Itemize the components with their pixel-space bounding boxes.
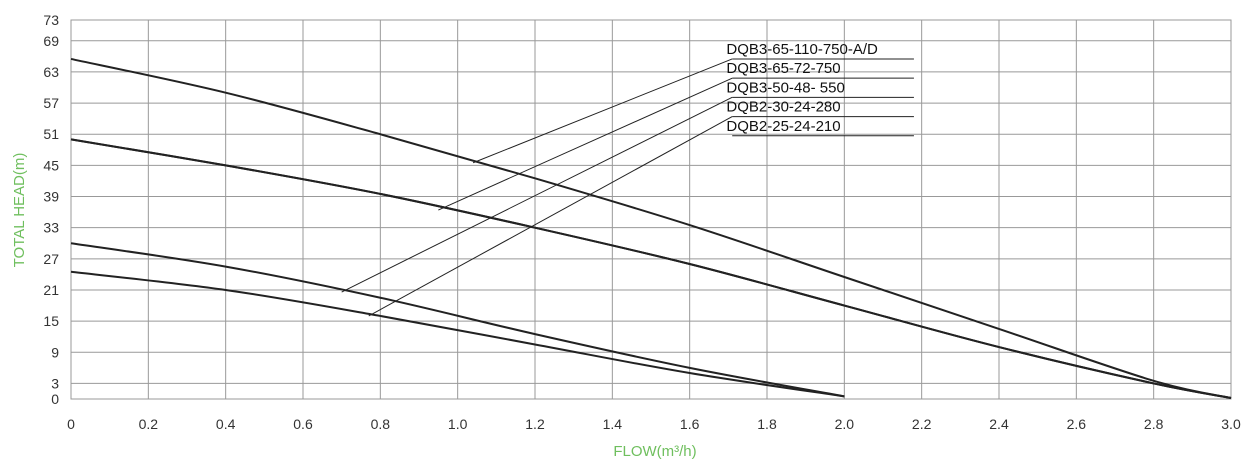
legend-label: DQB3-65-72-750 <box>726 60 840 77</box>
y-tick-label: 3 <box>51 375 59 391</box>
x-tick-label: 1.6 <box>680 416 700 432</box>
plot-frame <box>70 19 1232 400</box>
legend-leader-line <box>341 96 733 293</box>
y-tick-label: 33 <box>43 220 59 236</box>
x-axis-title: FLOW(m³/h) <box>613 443 696 460</box>
series-line <box>70 270 845 398</box>
y-axis-title: TOTAL HEAD(m) <box>11 153 28 268</box>
x-tick-label: 2.4 <box>989 416 1009 432</box>
x-tick-label: 0.8 <box>371 416 391 432</box>
y-tick-label: 39 <box>43 189 59 205</box>
x-tick-label: 1.4 <box>603 416 623 432</box>
legend-label: DQB2-25-24-210 <box>726 118 840 135</box>
x-tick-label: 0.4 <box>216 416 236 432</box>
x-tick-label: 1.8 <box>757 416 777 432</box>
x-tick-label: 2.0 <box>835 416 855 432</box>
series-line <box>70 138 1232 399</box>
x-tick-label: 1.2 <box>525 416 545 432</box>
y-tick-label: 57 <box>43 95 59 111</box>
x-tick-label: 2.2 <box>912 416 932 432</box>
legend: DQB3-65-110-750-A/D DQB3-65-72-750 DQB3-50… <box>341 41 914 317</box>
x-tick-label: 0.6 <box>293 416 313 432</box>
y-tick-label: 69 <box>43 33 59 49</box>
legend-label: DQB2-30-24-280 <box>726 99 840 116</box>
legend-leader-line <box>368 116 733 317</box>
legend-label: DQB3-50-48- 550 <box>726 79 844 96</box>
x-tick-label: 0.2 <box>139 416 159 432</box>
x-tick-label: 1.0 <box>448 416 468 432</box>
series-line <box>70 57 1232 399</box>
y-tick-label: 27 <box>43 251 59 267</box>
y-tick-label: 0 <box>51 391 59 407</box>
x-axis-ticks: 0 0.2 0.4 0.6 0.8 1.0 1.2 1.4 1.6 1.8 2.0 2.2 2.4 2.6… <box>67 416 1241 432</box>
y-tick-label: 45 <box>43 157 59 173</box>
y-tick-label: 73 <box>43 12 59 28</box>
y-tick-label: 63 <box>43 64 59 80</box>
y-tick-label: 21 <box>43 282 59 298</box>
y-tick-label: 9 <box>51 344 59 360</box>
legend-leader-line <box>472 58 733 164</box>
series-curves <box>70 57 1232 399</box>
series-line <box>70 242 845 398</box>
legend-label: DQB3-65-110-750-A/D <box>726 41 878 58</box>
x-tick-label: 2.8 <box>1144 416 1164 432</box>
x-tick-label: 3.0 <box>1221 416 1241 432</box>
y-tick-label: 15 <box>43 313 59 329</box>
legend-leader-line <box>438 77 733 211</box>
y-tick-label: 51 <box>43 126 59 142</box>
grid <box>70 19 1232 400</box>
x-tick-label: 2.6 <box>1067 416 1087 432</box>
x-tick-label: 0 <box>67 416 75 432</box>
